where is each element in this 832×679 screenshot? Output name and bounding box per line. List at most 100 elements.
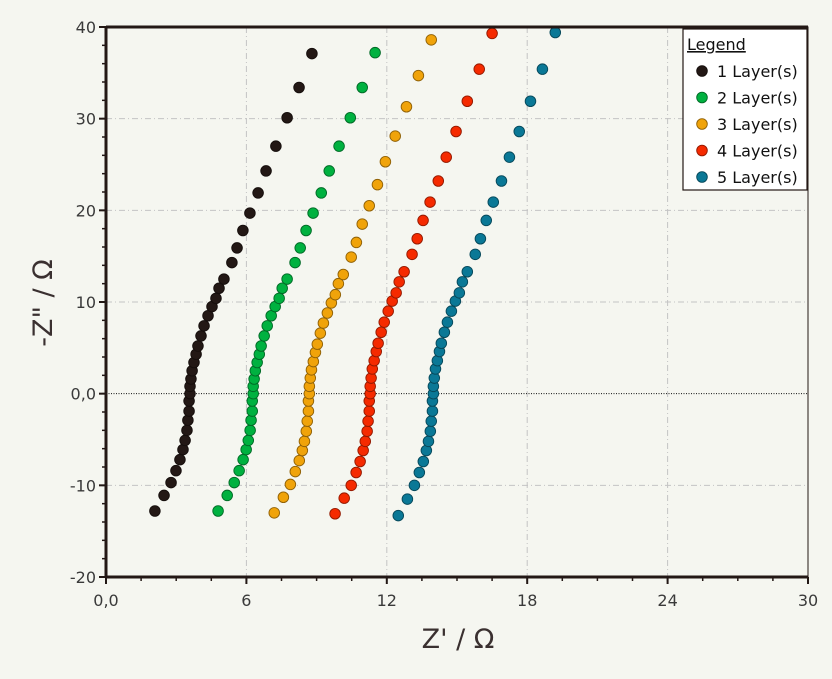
data-point <box>281 273 293 285</box>
legend-label: 5 Layer(s) <box>717 168 798 187</box>
data-point <box>413 466 426 479</box>
data-point <box>233 464 245 477</box>
data-point <box>284 478 297 491</box>
data-point <box>390 287 402 299</box>
data-point <box>228 476 240 489</box>
data-point <box>165 476 177 489</box>
data-point <box>417 214 429 227</box>
data-point <box>300 224 312 237</box>
y-tick-label: -10 <box>70 476 96 495</box>
data-point <box>356 218 368 230</box>
data-point <box>350 466 362 479</box>
data-point <box>315 187 328 199</box>
data-point <box>473 63 485 75</box>
data-point <box>218 273 230 285</box>
legend-label: 3 Layer(s) <box>717 115 798 134</box>
y-tick-label: 40 <box>76 18 96 37</box>
series-3 <box>268 34 438 519</box>
data-point <box>411 232 423 245</box>
data-point <box>323 165 335 177</box>
data-point <box>536 63 549 75</box>
y-tick-label: 30 <box>76 110 96 129</box>
legend-label: 4 Layer(s) <box>717 142 798 161</box>
data-point <box>425 415 438 427</box>
data-point <box>276 282 288 295</box>
data-point <box>277 491 290 504</box>
data-point <box>495 175 508 187</box>
data-point <box>337 268 350 281</box>
y-tick-label: 20 <box>76 201 96 220</box>
x-axis-label: Z' / Ω <box>422 624 495 655</box>
data-point <box>198 320 210 332</box>
data-point <box>363 405 376 417</box>
x-tick-label: 6 <box>241 591 251 610</box>
data-point <box>314 327 327 339</box>
data-point <box>487 196 500 208</box>
y-tick-label: 0,0 <box>71 385 96 404</box>
data-point <box>307 207 319 219</box>
data-point <box>361 425 373 438</box>
data-point <box>401 493 414 505</box>
data-point <box>350 236 363 249</box>
data-point <box>356 81 368 94</box>
data-point <box>329 508 341 520</box>
data-point <box>354 455 366 468</box>
data-point <box>261 320 273 332</box>
data-point <box>210 292 222 305</box>
data-point <box>398 266 410 278</box>
data-point <box>363 199 376 212</box>
data-point <box>252 187 264 199</box>
data-point <box>255 340 267 352</box>
series-1 <box>149 47 318 517</box>
data-point <box>149 505 161 517</box>
data-point <box>450 125 462 138</box>
legend-label: 1 Layer(s) <box>717 62 798 81</box>
data-point <box>549 26 562 39</box>
data-point <box>344 111 357 124</box>
data-point <box>378 316 390 328</box>
data-points <box>149 26 562 522</box>
data-point <box>181 424 193 437</box>
data-point <box>183 405 195 417</box>
legend-marker <box>696 144 708 157</box>
data-point <box>170 464 182 477</box>
data-point <box>195 330 207 342</box>
data-point <box>301 415 313 427</box>
y-tick-label: -20 <box>70 568 96 587</box>
data-point <box>289 465 302 478</box>
data-point <box>226 256 238 269</box>
data-point <box>289 256 301 269</box>
data-point <box>438 326 451 339</box>
legend: Legend 1 Layer(s) 2 Layer(s) 3 Layer(s) 4 L… <box>682 28 808 191</box>
data-point <box>213 282 225 295</box>
data-point <box>306 47 318 60</box>
x-tick-label: 18 <box>517 591 537 610</box>
legend-label: 2 Layer(s) <box>717 89 798 108</box>
x-tick-label: 24 <box>657 591 677 610</box>
data-point <box>469 248 482 261</box>
data-point <box>369 46 381 59</box>
data-point <box>362 415 374 427</box>
data-point <box>461 95 474 107</box>
data-point <box>513 125 525 138</box>
y-axis-label: -Z" / Ω <box>28 259 59 347</box>
data-point <box>422 435 435 448</box>
data-point <box>258 330 270 342</box>
data-point <box>333 140 345 152</box>
data-point <box>174 453 186 466</box>
data-point <box>425 34 438 46</box>
series-4 <box>329 27 498 520</box>
data-point <box>281 111 293 124</box>
legend-title: Legend <box>687 35 746 54</box>
data-point <box>329 288 342 301</box>
data-point <box>302 405 315 417</box>
data-point <box>412 69 425 82</box>
data-point <box>246 405 258 417</box>
x-tick-label: 12 <box>377 591 397 610</box>
data-point <box>441 316 454 328</box>
data-point <box>375 326 387 339</box>
data-point <box>393 276 405 288</box>
data-point <box>212 505 224 517</box>
data-point <box>260 165 272 177</box>
legend-marker <box>696 91 708 104</box>
